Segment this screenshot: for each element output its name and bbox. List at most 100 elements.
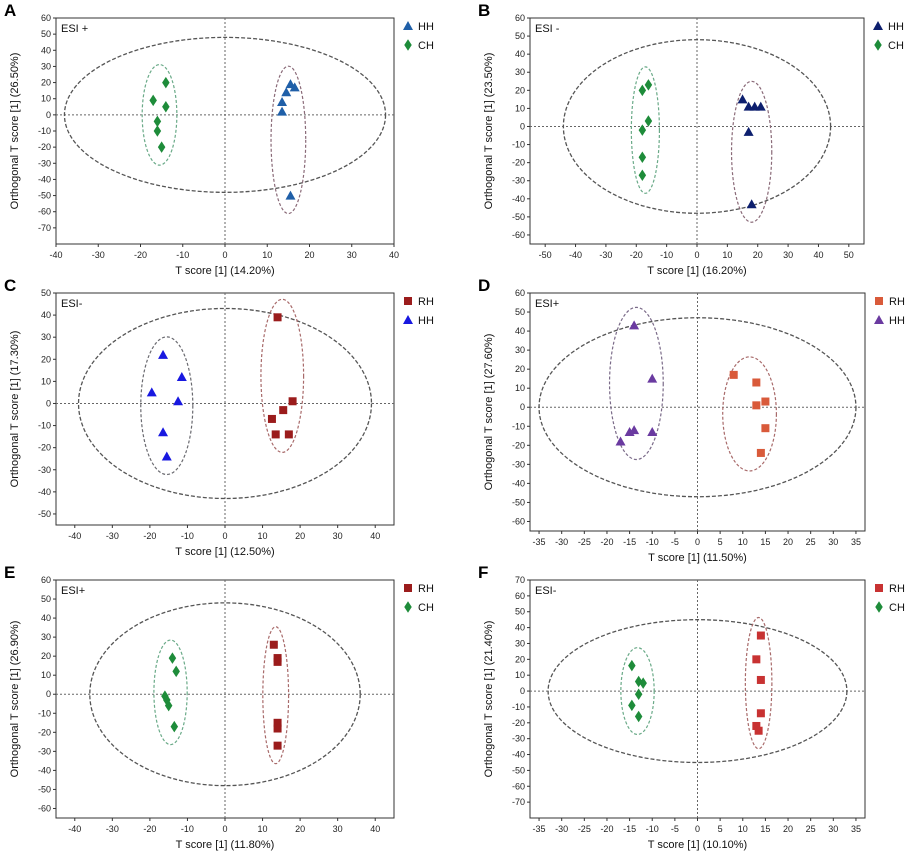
legend-marker-ch [875, 601, 883, 613]
x-tick-label: -10 [181, 531, 194, 541]
y-axis-label: Orthogonal T score [1] (17.30%) [9, 331, 21, 488]
y-tick-label: 30 [41, 632, 51, 642]
x-tick-label: 15 [760, 824, 770, 834]
y-tick-label: 30 [515, 638, 525, 648]
confidence-ellipse [63, 36, 387, 193]
group-ellipse-rh [744, 616, 773, 750]
ion-mode-label: ESI - [535, 23, 560, 35]
y-tick-label: -40 [38, 487, 51, 497]
y-axis-label: Orthogonal T score [1] (26.50%) [9, 53, 21, 210]
legend-label: HH [418, 315, 434, 327]
data-point-hh [615, 436, 626, 446]
confidence-ellipse [89, 602, 361, 787]
x-tick-label: 20 [295, 531, 305, 541]
y-tick-label: -60 [38, 803, 51, 813]
x-tick-label: -30 [106, 531, 119, 541]
data-point-rh [269, 640, 278, 649]
y-tick-label: 0 [46, 398, 51, 408]
y-tick-label: -40 [512, 750, 525, 760]
x-tick-label: 40 [370, 531, 380, 541]
legend-label: HH [888, 21, 904, 33]
x-tick-label: 35 [851, 537, 861, 547]
data-point-ch [638, 124, 647, 136]
x-axis-label: T score [1] (11.50%) [648, 552, 747, 564]
data-point-hh [158, 349, 169, 359]
x-tick-label: 50 [844, 250, 854, 260]
legend-marker-hh [403, 315, 413, 324]
data-point-hh [624, 426, 635, 436]
x-tick-label: 10 [262, 250, 272, 260]
group-ellipse-ch [153, 639, 188, 746]
data-point-ch [162, 76, 170, 89]
group-ellipse-hh [608, 306, 664, 461]
group-ellipse-ch [630, 66, 661, 194]
y-tick-label: 0 [46, 689, 51, 699]
data-point-hh [289, 82, 300, 92]
data-point-hh [161, 451, 172, 461]
x-axis-label: T score [1] (10.10%) [648, 839, 747, 851]
y-tick-label: 60 [41, 13, 51, 23]
x-tick-label: 30 [347, 250, 357, 260]
x-tick-label: 5 [718, 537, 723, 547]
data-point-rh [284, 430, 293, 439]
plot-frame [529, 292, 866, 532]
x-tick-label: 40 [389, 250, 399, 260]
data-point-hh [647, 426, 658, 436]
x-tick-label: 0 [222, 531, 227, 541]
panel-a: A -40 -30 -20 -10 0 10 20 30 40 60 50 40 30 20 10 0 -10 -2… [4, 1, 434, 277]
confidence-ellipse [547, 619, 848, 764]
y-tick-label: 0 [520, 402, 525, 412]
y-tick-label: 40 [41, 310, 51, 320]
y-tick-label: -70 [512, 797, 525, 807]
y-tick-label: -20 [512, 718, 525, 728]
y-tick-label: 0 [520, 686, 525, 696]
data-point-rh [273, 718, 282, 727]
data-point-rh [756, 675, 765, 684]
x-tick-label: -10 [176, 250, 189, 260]
y-tick-label: -10 [38, 126, 51, 136]
y-tick-label: -10 [38, 708, 51, 718]
x-tick-label: -25 [578, 824, 591, 834]
data-point-rh [273, 724, 282, 733]
data-point-rh [756, 448, 765, 457]
legend-label: CH [889, 602, 905, 614]
data-point-hh [176, 371, 187, 381]
x-axis-label: T score [1] (14.20%) [175, 265, 274, 277]
x-tick-label: 40 [813, 250, 823, 260]
legend-marker-rh [404, 584, 412, 592]
x-tick-label: -40 [68, 531, 81, 541]
x-tick-label: -40 [569, 250, 582, 260]
x-tick-label: -10 [646, 537, 659, 547]
data-point-hh [277, 106, 288, 116]
x-tick-label: 0 [695, 824, 700, 834]
x-tick-label: -15 [623, 537, 636, 547]
data-point-rh [288, 397, 297, 406]
y-tick-label: 40 [41, 45, 51, 55]
data-point-ch [638, 169, 647, 182]
y-tick-label: -60 [512, 781, 525, 791]
data-point-hh [737, 94, 748, 104]
x-tick-label: -30 [555, 537, 568, 547]
x-tick-label: 10 [258, 531, 268, 541]
x-axis-label: T score [1] (16.20%) [647, 265, 746, 277]
data-point-rh [271, 430, 280, 439]
confidence-ellipse [562, 39, 832, 214]
panel-label: D [478, 276, 490, 295]
legend-label: RH [418, 296, 434, 308]
panel-c: C -40 -30 -20 -10 0 10 20 30 40 50 40 30 20 10 0 -10 -20 -… [4, 276, 434, 558]
y-tick-label: 60 [515, 13, 525, 23]
x-tick-label: 20 [295, 824, 305, 834]
data-point-ch [634, 688, 643, 700]
data-point-rh [273, 313, 282, 322]
y-tick-label: 60 [515, 288, 525, 298]
y-tick-label: -60 [38, 207, 51, 217]
x-tick-label: 20 [304, 250, 314, 260]
x-tick-label: 0 [694, 250, 699, 260]
y-tick-label: -20 [38, 443, 51, 453]
confidence-ellipse [538, 317, 857, 498]
data-point-ch [644, 79, 653, 91]
legend-marker-hh [873, 21, 883, 30]
group-ellipse-hh [140, 336, 194, 476]
data-point-hh [647, 373, 658, 383]
legend-label: CH [418, 40, 434, 52]
